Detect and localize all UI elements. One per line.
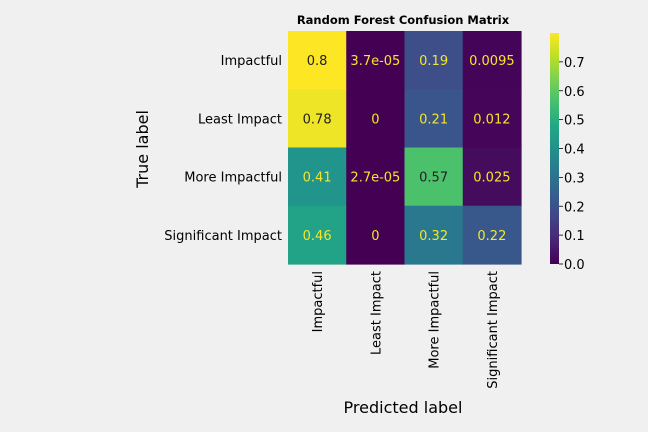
cell-value-label: 0.57 [419,171,448,186]
heatmap-cell [404,147,464,207]
cell-value-label: 0.025 [473,171,510,186]
cell-value-label: 0.32 [419,229,448,244]
y-axis-label: True label [133,110,152,189]
cell-value-label: 0 [371,112,379,127]
cell-value-label: 0.46 [303,229,332,244]
y-tick-label: Impactful [221,54,282,69]
heatmap-cell [404,89,464,149]
y-tick-labels: Impactful Least Impact More Impactful Signi… [164,54,282,244]
colorbar-tick-label: 0.0 [564,258,585,273]
heatmap-cell [346,89,406,149]
heatmap-cell [462,31,522,90]
heatmap-cell [462,205,522,265]
colorbar-tick-label: 0.2 [564,200,585,215]
colorbar-tick-label: 0.5 [564,114,585,129]
cell-value-label: 0.0095 [469,54,515,69]
cell-value-label: 0.41 [303,171,332,186]
cell-value-label: 2.7e-05 [350,171,400,186]
cell-value-label: 0.19 [419,54,448,69]
colorbar-ticks: 0.0 0.1 0.2 0.3 0.4 0.5 0.6 0.7 [559,56,585,273]
x-tick-label: More Impactful [428,271,443,369]
x-tick-label: Least Impact [369,271,384,355]
heatmap-cell [462,147,522,207]
colorbar-tick-label: 0.4 [564,143,585,158]
y-tick-label: Least Impact [198,112,282,127]
heatmap-cell [288,89,347,149]
y-tick-label: More Impactful [184,171,282,186]
colorbar-tick-label: 0.3 [564,171,585,186]
heatmap-cell [288,31,347,90]
heatmap-cell [404,205,464,265]
cell-value-label: 0 [371,229,379,244]
heatmap-cell [346,147,406,207]
cell-value-label: 0.012 [473,112,510,127]
heatmap-cell [288,205,347,265]
heatmap-cell [462,89,522,149]
chart-title: Random Forest Confusion Matrix [297,13,510,27]
x-tick-label: Significant Impact [486,271,501,389]
heatmap-cells: 0.8 3.7e-05 0.19 0.0095 0.78 0 0.21 0.012 0.41 2.… [288,31,522,265]
x-axis-label: Predicted label [344,398,463,417]
colorbar-tick-label: 0.7 [564,56,585,71]
colorbar-tick-label: 0.6 [564,85,585,100]
heatmap-cell [404,31,464,90]
x-tick-labels: Impactful Least Impact More Impactful Signi… [311,271,501,389]
colorbar [550,33,559,264]
cell-value-label: 0.78 [303,112,332,127]
colorbar-tick-label: 0.1 [564,229,585,244]
heatmap-cell [346,205,406,265]
cell-value-label: 0.21 [419,112,448,127]
cell-value-label: 0.22 [477,229,506,244]
heatmap-cell [346,31,406,90]
heatmap-cell [288,147,347,207]
y-tick-label: Significant Impact [164,229,282,244]
x-tick-label: Impactful [311,271,326,332]
cell-value-label: 3.7e-05 [350,54,400,69]
cell-value-label: 0.8 [307,54,328,69]
